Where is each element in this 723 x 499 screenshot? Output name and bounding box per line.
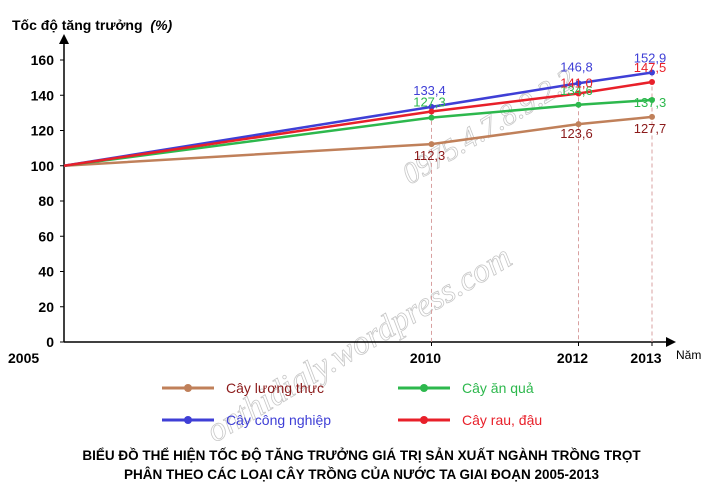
y-tick-label: 160 xyxy=(31,52,55,68)
x-axis-arrow xyxy=(666,337,676,347)
data-point xyxy=(575,80,582,87)
legend-item: Cây công nghiệp xyxy=(162,412,331,428)
y-axis-arrow xyxy=(59,34,69,44)
data-point xyxy=(428,114,435,121)
data-label: 112,3 xyxy=(414,148,446,163)
series-Cây công nghiệp xyxy=(63,69,655,167)
series-Cây rau, đậu xyxy=(63,79,655,167)
data-label: 152,9 xyxy=(634,51,667,66)
x-tick-label: 2012 xyxy=(557,350,588,366)
legend: Cây lương thực Cây ăn quả Cây công nghiệp C… xyxy=(162,380,542,428)
legend-item: Cây ăn quả xyxy=(398,380,534,396)
series-line xyxy=(63,71,653,167)
legend-swatch-marker xyxy=(420,416,428,424)
y-tick-label: 20 xyxy=(38,299,54,315)
chart-title-line-2: PHÂN THEO CÁC LOẠI CÂY TRỒNG CỦA NƯỚC TA… xyxy=(123,467,600,482)
y-tick-label: 80 xyxy=(38,193,54,209)
x-tick-label: 2005 xyxy=(8,350,39,366)
legend-swatch-marker xyxy=(420,384,428,392)
legend-swatch-marker xyxy=(184,384,192,392)
y-tick-label: 140 xyxy=(31,87,55,103)
y-tick-label: 40 xyxy=(38,264,54,280)
y-axis-unit: (%) xyxy=(150,17,172,33)
x-tick-label: 2010 xyxy=(410,350,441,366)
data-point xyxy=(428,108,435,115)
data-point xyxy=(575,121,582,128)
data-label: 141,0 xyxy=(560,75,593,90)
data-point xyxy=(649,79,655,86)
legend-label: Cây rau, đậu xyxy=(462,412,542,428)
data-point xyxy=(649,69,655,76)
data-point xyxy=(428,141,435,148)
data-label: 147,5 xyxy=(634,60,667,75)
series-line xyxy=(63,80,653,167)
axes: 0 20 40 60 80 100 120 140 160 2005 2010 2012 2013 xyxy=(8,34,676,366)
x-tick-label: 2013 xyxy=(630,350,661,366)
series-Cây ăn quả xyxy=(63,97,655,167)
y-axis-title-text: Tốc độ tăng trưởng xyxy=(12,17,143,33)
legend-label: Cây ăn quả xyxy=(462,380,534,396)
y-tick-label: 0 xyxy=(46,334,54,350)
legend-item: Cây lương thực xyxy=(162,380,324,396)
legend-item: Cây rau, đậu xyxy=(398,412,542,428)
series-line xyxy=(63,98,653,167)
legend-swatch-marker xyxy=(184,416,192,424)
y-tick-label: 100 xyxy=(31,158,55,174)
data-label: 146,8 xyxy=(560,59,593,74)
y-tick-label: 60 xyxy=(38,228,54,244)
data-label: 133,4 xyxy=(413,83,446,98)
series-layer xyxy=(63,69,655,167)
legend-label: Cây lương thực xyxy=(226,380,324,396)
chart-title-line-1: BIỂU ĐỒ THỂ HIỆN TỐC ĐỘ TĂNG TRƯỞNG GIÁ … xyxy=(82,448,641,463)
data-point xyxy=(575,101,582,108)
data-label: 123,6 xyxy=(560,126,593,141)
data-labels: 112,3 123,6 127,7 127,3 134,6 137,3 133,4 146,8… xyxy=(413,51,666,164)
data-point xyxy=(649,113,655,120)
series-Cây lương thực xyxy=(63,113,655,167)
series-line xyxy=(63,115,653,167)
y-tick-label: 120 xyxy=(31,123,55,139)
data-point xyxy=(649,97,655,104)
x-axis-title: Năm xyxy=(676,348,701,362)
data-label: 134,6 xyxy=(560,83,593,98)
data-label: 127,3 xyxy=(413,95,446,110)
data-point xyxy=(428,103,435,110)
data-label: 127,7 xyxy=(634,121,667,136)
data-label: 137,3 xyxy=(634,95,667,110)
legend-label: Cây công nghiệp xyxy=(226,412,331,428)
y-axis-title: Tốc độ tăng trưởng (%) xyxy=(12,17,173,33)
data-point xyxy=(575,90,582,97)
